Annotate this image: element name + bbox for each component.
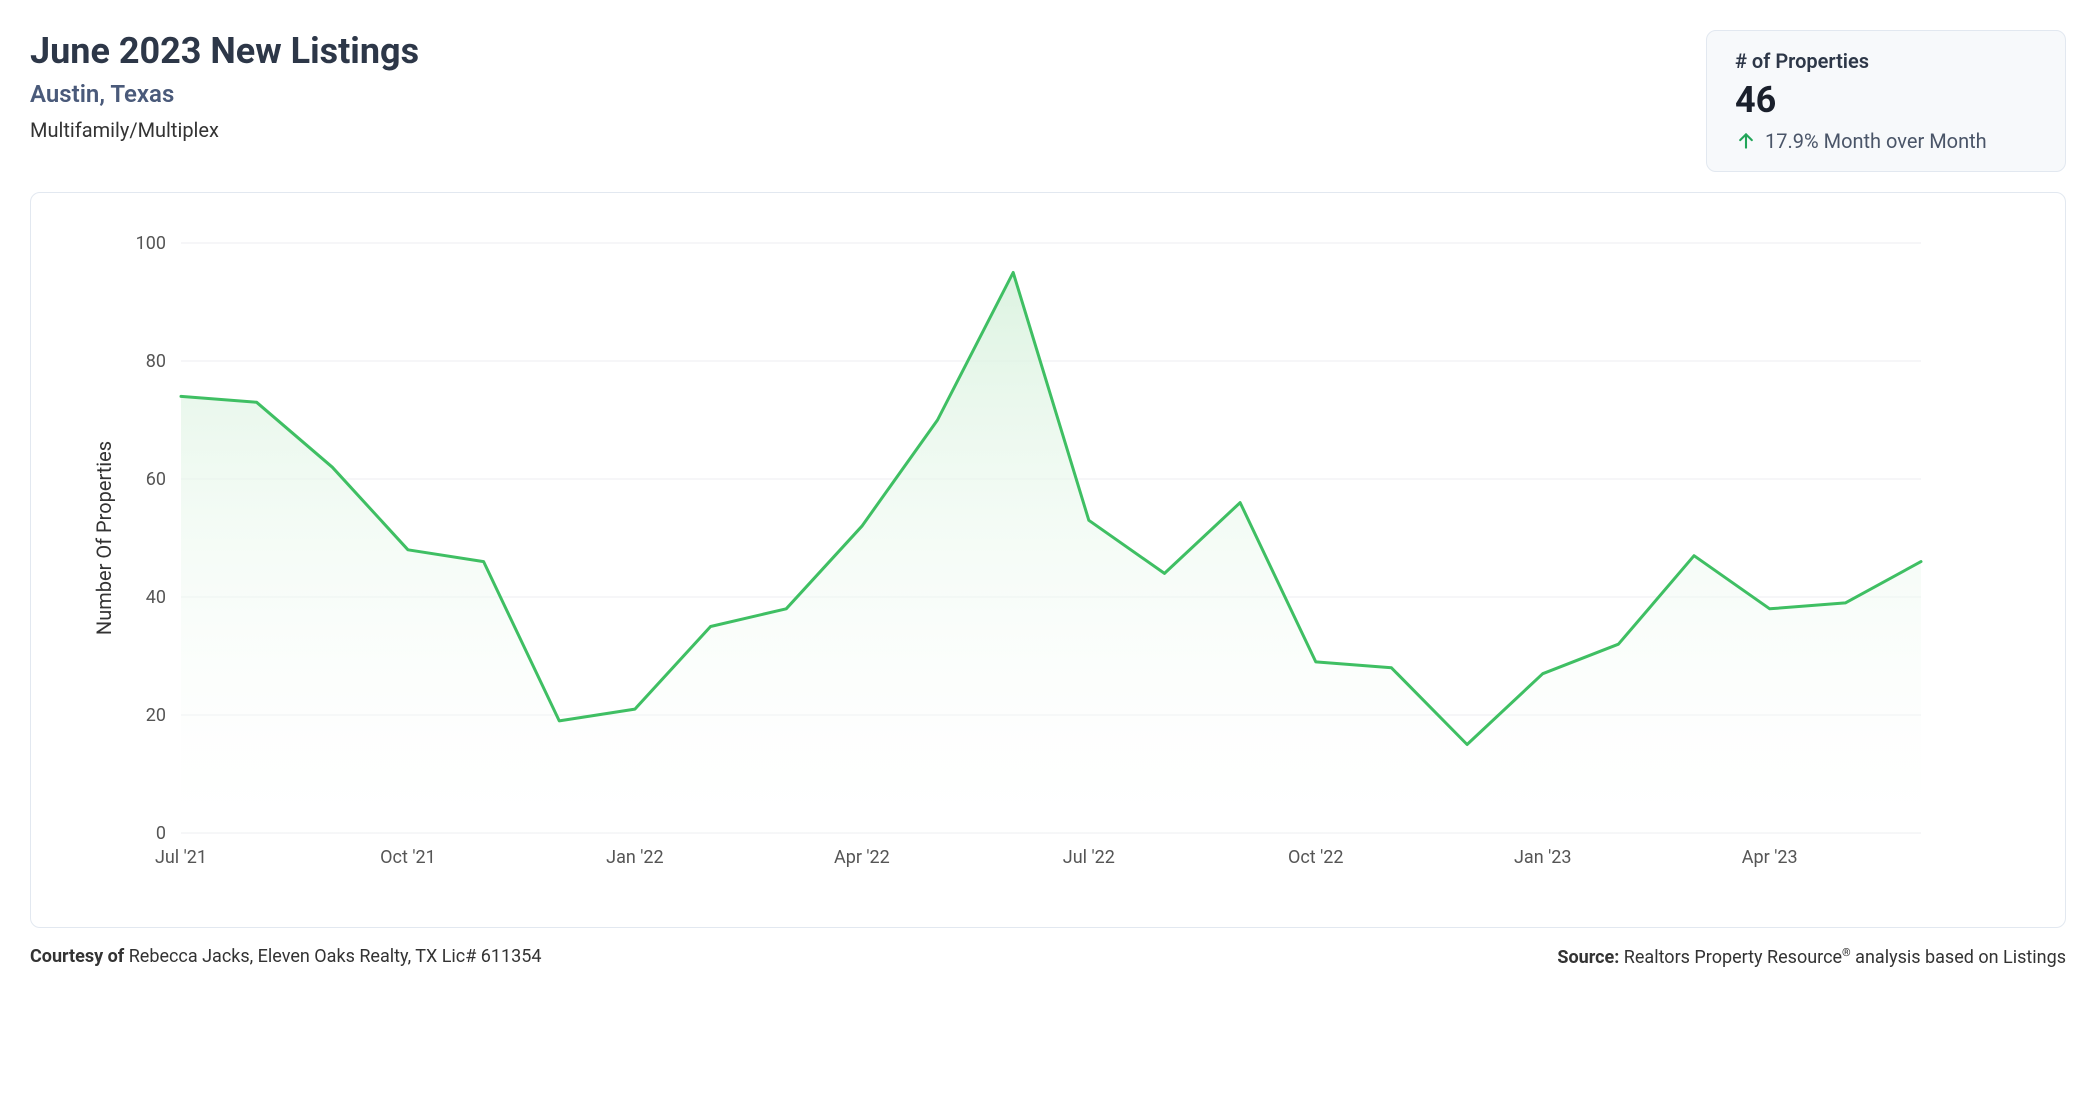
svg-text:Apr '22: Apr '22 (834, 847, 890, 868)
svg-text:60: 60 (146, 469, 166, 490)
courtesy-text: Courtesy of Rebecca Jacks, Eleven Oaks R… (30, 946, 541, 968)
svg-text:0: 0 (156, 823, 166, 844)
property-category: Multifamily/Multiplex (30, 118, 419, 142)
svg-text:Number Of Properties: Number Of Properties (92, 441, 116, 635)
location-subtitle: Austin, Texas (30, 80, 419, 108)
svg-text:100: 100 (136, 233, 166, 254)
stat-value: 46 (1735, 79, 2037, 121)
stat-card: # of Properties 46 17.9% Month over Mont… (1706, 30, 2066, 172)
svg-text:Oct '21: Oct '21 (380, 847, 436, 868)
chart-container: 0 20 40 60 80 100 Number Of Properties Jul '21 O… (30, 192, 2066, 928)
svg-text:Apr '23: Apr '23 (1742, 847, 1798, 868)
stat-label: # of Properties (1735, 49, 2037, 73)
stat-change: 17.9% Month over Month (1735, 129, 2037, 153)
svg-text:Jan '22: Jan '22 (606, 847, 664, 868)
header-row: June 2023 New Listings Austin, Texas Mul… (30, 30, 2066, 172)
listings-chart: 0 20 40 60 80 100 Number Of Properties Jul '21 O… (61, 213, 1941, 893)
svg-text:20: 20 (146, 705, 166, 726)
source-text: Source: Realtors Property Resource® anal… (1557, 946, 2066, 968)
footer-row: Courtesy of Rebecca Jacks, Eleven Oaks R… (30, 946, 2066, 968)
svg-text:Jan '23: Jan '23 (1514, 847, 1572, 868)
arrow-up-icon (1735, 130, 1757, 152)
stat-change-text: 17.9% Month over Month (1765, 129, 1987, 153)
svg-text:Jul '21: Jul '21 (155, 847, 207, 868)
svg-text:Jul '22: Jul '22 (1063, 847, 1115, 868)
svg-text:80: 80 (146, 351, 166, 372)
title-block: June 2023 New Listings Austin, Texas Mul… (30, 30, 419, 142)
svg-text:40: 40 (146, 587, 166, 608)
page-title: June 2023 New Listings (30, 30, 419, 72)
svg-text:Oct '22: Oct '22 (1288, 847, 1344, 868)
